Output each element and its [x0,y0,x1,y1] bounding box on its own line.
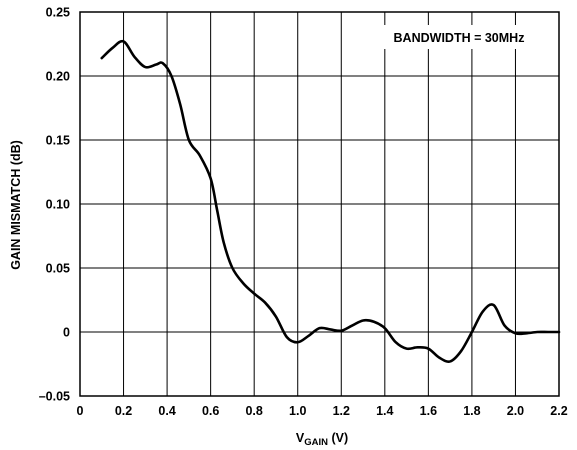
data-series [100,39,561,363]
x-tick-label: 1.0 [289,404,306,418]
x-tick-label: 2.0 [507,404,524,418]
x-axis-title: VGAIN (V) [296,431,348,448]
y-tick-label: 0 [63,326,70,340]
grid-lines [80,12,559,396]
annotation-bandwidth: BANDWIDTH = 30MHz [394,31,525,45]
x-tick-label: 0.6 [202,404,219,418]
annotation-box: BANDWIDTH = 30MHz [367,25,547,49]
x-axis-title-main: V [296,431,305,445]
gain-mismatch-curve [100,39,561,363]
y-axis-title: GAIN MISMATCH (dB) [9,140,23,270]
y-tick-label: 0.25 [46,6,70,20]
x-axis-title-unit: (V) [328,431,348,445]
annotation-background [367,25,547,49]
x-tick-label: 1.2 [333,404,350,418]
x-tick-label: 0.4 [158,404,175,418]
x-tick-label: 2.2 [550,404,567,418]
plot-frame [79,11,560,397]
y-tick-label: –0.05 [39,390,70,404]
plot-border [79,11,560,397]
y-tick-label: 0.05 [46,262,70,276]
x-tick-label: 1.4 [376,404,393,418]
y-tick-label: 0.20 [46,70,70,84]
x-tick-label: 1.6 [420,404,437,418]
x-tick-label: 0.8 [245,404,262,418]
tick-labels: 0 0.2 0.4 0.6 0.8 1.0 1.2 1.4 1.6 1.8 2.0 2.2 –0.05 0… [39,6,568,419]
x-tick-label: 0 [77,404,84,418]
x-axis-title-subscript: GAIN [304,437,328,448]
x-tick-label: 1.8 [463,404,480,418]
x-tick-label: 0.2 [115,404,132,418]
y-tick-label: 0.15 [46,134,70,148]
y-tick-label: 0.10 [46,198,70,212]
